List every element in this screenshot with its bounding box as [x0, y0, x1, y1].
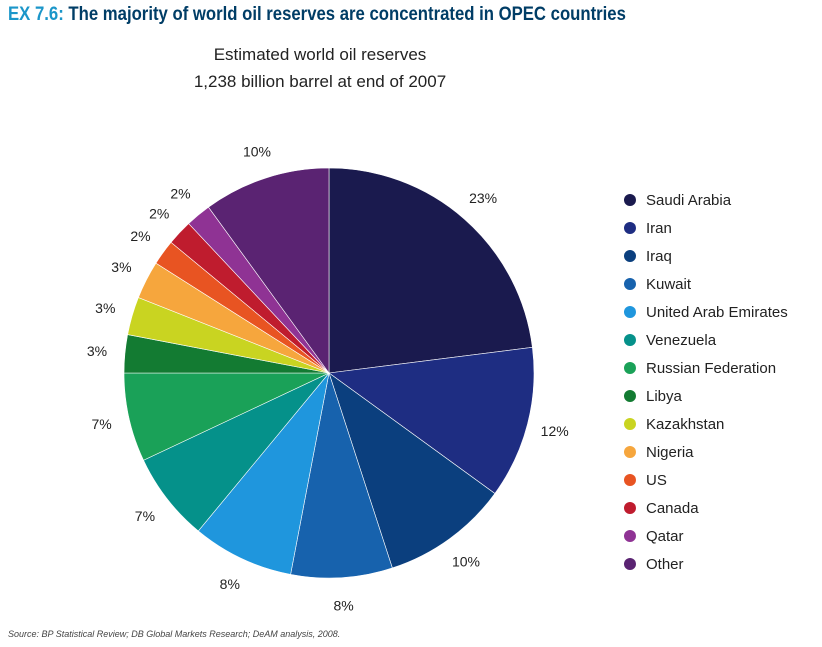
legend-item-libya: Libya	[624, 382, 788, 410]
legend-item-other: Other	[624, 550, 788, 578]
legend-swatch	[624, 418, 636, 430]
exhibit-title: The majority of world oil reserves are c…	[68, 4, 626, 25]
legend-label: Libya	[646, 387, 682, 405]
legend-swatch	[624, 250, 636, 262]
legend-swatch	[624, 474, 636, 486]
legend-item-united-arab-emirates: United Arab Emirates	[624, 298, 788, 326]
legend-item-kazakhstan: Kazakhstan	[624, 410, 788, 438]
chart-subtitle: 1,238 billion barrel at end of 2007	[193, 72, 447, 91]
data-label-nigeria: 3%	[111, 259, 131, 275]
legend-item-nigeria: Nigeria	[624, 438, 788, 466]
data-label-canada: 2%	[149, 206, 169, 222]
data-label-russian-federation: 7%	[91, 416, 111, 432]
pie-slice-iran	[328, 346, 535, 494]
data-label-other: 10%	[243, 143, 271, 159]
data-label-iraq: 10%	[452, 554, 480, 570]
legend-swatch	[624, 306, 636, 318]
legend-label: Iran	[646, 219, 672, 237]
data-label-united-arab-emirates: 8%	[220, 576, 240, 592]
pie-slice-iraq	[328, 372, 496, 569]
legend-label: Kazakhstan	[646, 415, 725, 433]
legend-item-saudi-arabia: Saudi Arabia	[624, 186, 788, 214]
legend-swatch	[624, 222, 636, 234]
legend-swatch	[624, 530, 636, 542]
legend-label: Qatar	[646, 527, 684, 545]
pie-slice-saudi-arabia	[328, 167, 533, 374]
legend-swatch	[624, 194, 636, 206]
legend-label: Kuwait	[646, 275, 692, 293]
legend-item-venezuela: Venezuela	[624, 326, 788, 354]
legend-item-qatar: Qatar	[624, 522, 788, 550]
exhibit-code: EX 7.6:	[8, 4, 64, 25]
legend-swatch	[624, 334, 636, 346]
legend-swatch	[624, 362, 636, 374]
legend-label: Russian Federation	[646, 359, 777, 377]
chart-legend: Saudi Arabia Iran Iraq Kuwait United Arab Em…	[624, 186, 788, 578]
legend-label: Venezuela	[646, 331, 717, 349]
legend-item-us: US	[624, 466, 788, 494]
data-label-libya: 3%	[87, 343, 107, 359]
legend-item-russian-federation: Russian Federation	[624, 354, 788, 382]
legend-item-iran: Iran	[624, 214, 788, 242]
legend-label: Canada	[646, 499, 699, 517]
legend-swatch	[624, 502, 636, 514]
legend-label: United Arab Emirates	[646, 303, 788, 321]
pie-slice-united-arab-emirates	[197, 372, 330, 575]
legend-label: Other	[646, 555, 684, 573]
legend-swatch	[624, 558, 636, 570]
legend-label: Iraq	[646, 247, 672, 265]
pie-slice-kuwait	[290, 372, 393, 579]
data-label-us: 2%	[130, 228, 150, 244]
legend-swatch	[624, 390, 636, 402]
data-label-qatar: 2%	[170, 186, 190, 202]
chart-title: Estimated world oil reserves	[213, 45, 427, 64]
legend-swatch	[624, 278, 636, 290]
data-label-kuwait: 8%	[333, 598, 353, 614]
legend-item-canada: Canada	[624, 494, 788, 522]
data-label-saudi-arabia: 23%	[469, 190, 497, 206]
legend-item-iraq: Iraq	[624, 242, 788, 270]
legend-label: Saudi Arabia	[646, 191, 732, 209]
data-label-iran: 12%	[541, 423, 569, 439]
legend-item-kuwait: Kuwait	[624, 270, 788, 298]
legend-swatch	[624, 446, 636, 458]
exhibit-header: EX 7.6: The majority of world oil reserv…	[8, 4, 626, 26]
data-label-venezuela: 7%	[135, 508, 155, 524]
data-label-kazakhstan: 3%	[95, 300, 115, 316]
source-note: Source: BP Statistical Review; DB Global…	[8, 629, 341, 639]
legend-label: Nigeria	[646, 443, 694, 461]
pie-slice-other	[208, 167, 330, 374]
legend-label: US	[646, 471, 667, 489]
